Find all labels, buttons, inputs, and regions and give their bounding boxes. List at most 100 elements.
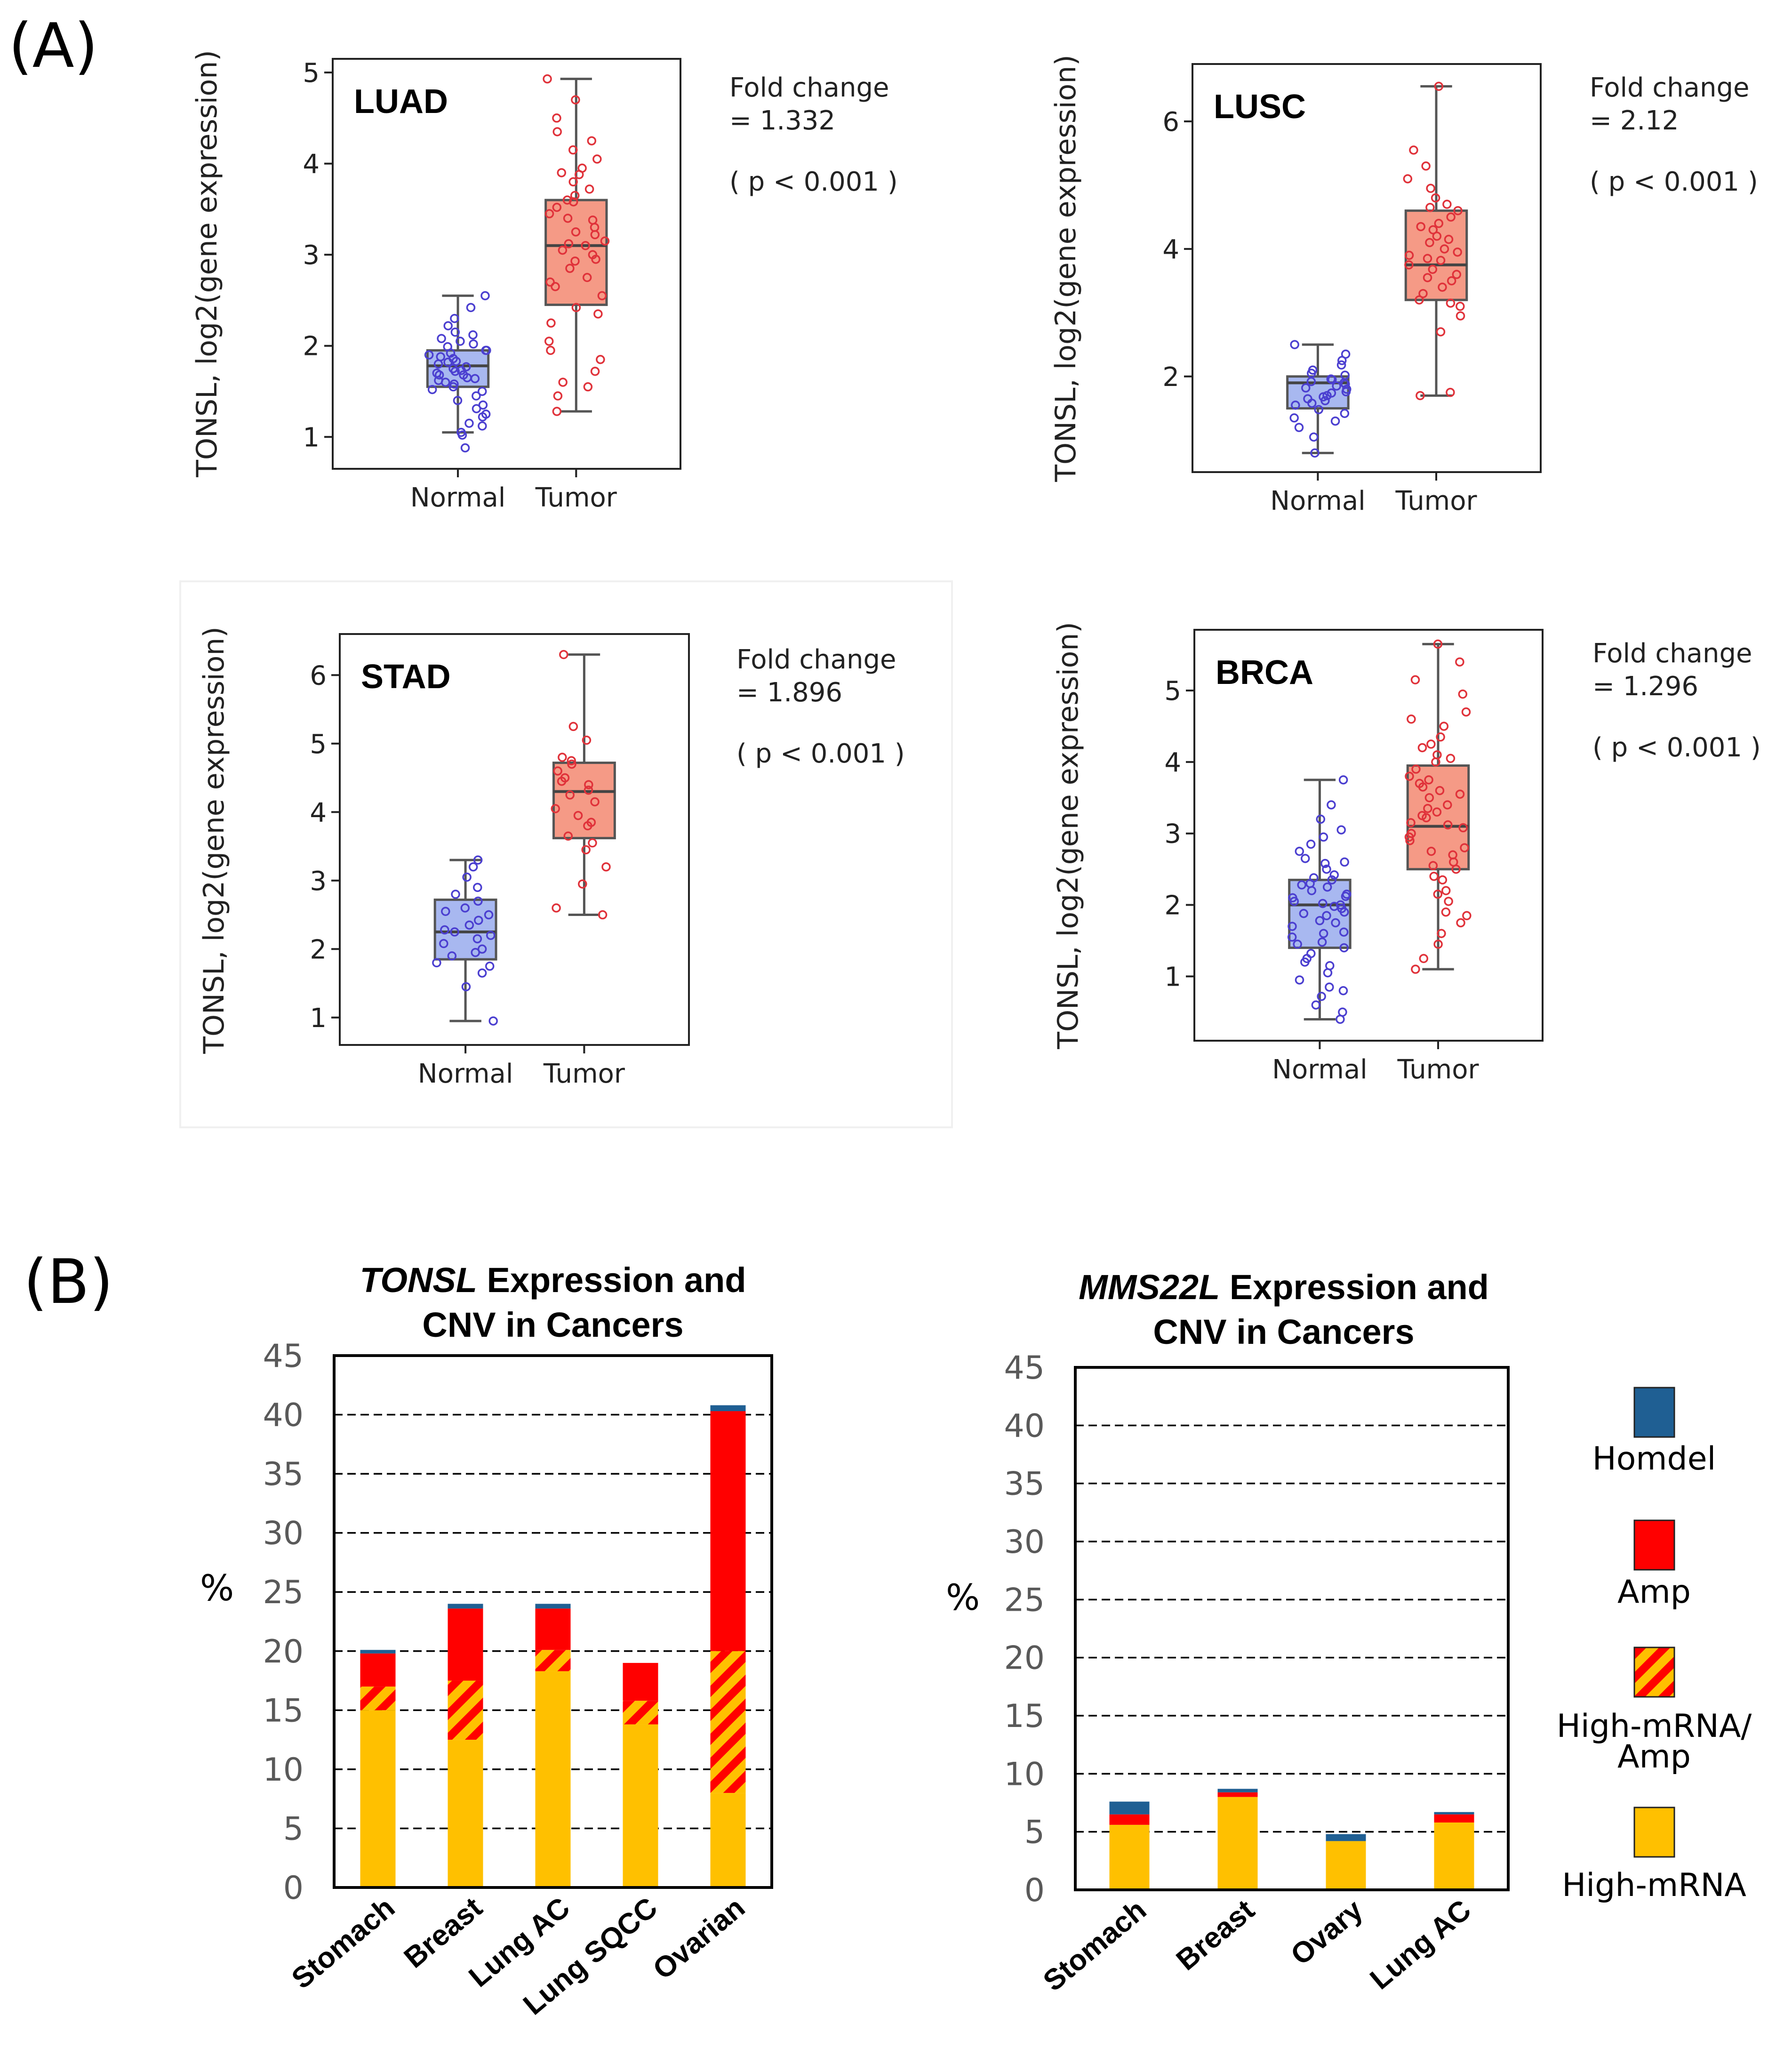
- brca-box-normal: [1287, 775, 1352, 1024]
- data-point: [477, 968, 487, 978]
- data-point: [1426, 739, 1436, 749]
- luad-box-tumor: [543, 74, 610, 416]
- data-point: [545, 277, 555, 287]
- data-point: [456, 337, 465, 346]
- data-point: [1424, 775, 1433, 785]
- bar-segment-high-mrna: [623, 1724, 658, 1887]
- data-point: [552, 202, 562, 212]
- data-point: [1309, 873, 1319, 883]
- data-point: [1407, 715, 1416, 724]
- data-point: [450, 313, 459, 323]
- data-point: [1339, 927, 1349, 937]
- data-point: [570, 256, 580, 266]
- y-tick-label: 15: [263, 1692, 304, 1729]
- data-point: [1306, 839, 1316, 849]
- luad-box-normal: [424, 291, 491, 453]
- bar-segment-high-mrna: [1434, 1822, 1474, 1890]
- y-tick-label: 0: [1024, 1872, 1045, 1909]
- legend-label: Amp: [1617, 1574, 1691, 1611]
- bar-segment-amp: [535, 1608, 571, 1650]
- data-point: [1462, 911, 1472, 921]
- plot-frame: [332, 58, 681, 470]
- p-value: ( p < 0.001 ): [736, 739, 905, 769]
- legend-item-homdel: Homdel: [1592, 1387, 1716, 1478]
- bar-segment-high-mrna: [448, 1740, 483, 1887]
- data-point: [598, 910, 608, 920]
- data-point: [1441, 886, 1451, 895]
- data-point: [457, 430, 467, 440]
- data-point: [485, 961, 495, 971]
- y-tick-label: 4: [310, 797, 327, 828]
- legend-swatch: [1633, 1387, 1675, 1438]
- data-point: [558, 377, 568, 387]
- chart-title-mms22l: MMS22L Expression and: [1079, 1268, 1489, 1307]
- bar-lung-ac: [1434, 1812, 1474, 1890]
- y-tick-label: 35: [263, 1456, 304, 1493]
- x-tick-label-normal: Normal: [1270, 486, 1366, 516]
- bar-segment-high-mrna-amp: [448, 1680, 483, 1740]
- data-point: [1327, 800, 1336, 810]
- fold-change-value: = 1.296: [1592, 671, 1698, 702]
- x-tick-label-normal: Normal: [418, 1059, 513, 1089]
- data-point: [1423, 273, 1432, 282]
- data-point: [1440, 244, 1449, 254]
- data-point: [1429, 872, 1439, 881]
- fold-change-value: = 1.332: [729, 105, 835, 136]
- data-point: [481, 345, 490, 355]
- data-point: [459, 370, 468, 380]
- legend-label-line2: Amp: [1617, 1738, 1691, 1775]
- data-point: [473, 896, 483, 906]
- data-point: [577, 163, 587, 173]
- stad-box-tumor: [551, 650, 616, 920]
- subplot-title-brca: BRCA: [1216, 654, 1313, 691]
- y-tick-label: 40: [1004, 1407, 1045, 1445]
- data-point: [1436, 256, 1446, 265]
- bar-segment-homdel: [1434, 1812, 1474, 1815]
- y-tick-label: 4: [1162, 234, 1179, 265]
- data-point: [1453, 206, 1463, 216]
- data-point: [486, 931, 496, 940]
- bar-breast: [448, 1604, 483, 1887]
- y-tick-label: 25: [263, 1574, 304, 1611]
- data-point: [570, 191, 580, 201]
- data-point: [440, 377, 450, 387]
- data-point: [588, 215, 598, 225]
- data-point: [1322, 911, 1331, 921]
- fold-change-label: Fold change: [1592, 638, 1752, 669]
- y-tick-label: 3: [303, 240, 320, 271]
- data-point: [1289, 413, 1299, 423]
- iqr-box: [544, 199, 608, 306]
- data-point: [1434, 81, 1444, 91]
- data-point: [567, 759, 576, 769]
- y-axis-label: TONSL, log2(gene expression): [198, 626, 231, 1054]
- data-point: [552, 113, 561, 123]
- chart-title-line2: CNV in Cancers: [422, 1305, 683, 1344]
- fold-change-value: = 1.896: [736, 677, 842, 708]
- data-point: [1322, 864, 1331, 874]
- data-point: [583, 382, 593, 392]
- y-tick-label: 1: [310, 1003, 327, 1034]
- data-point: [443, 342, 453, 352]
- data-point: [1460, 843, 1469, 852]
- data-point: [558, 245, 568, 255]
- data-point: [1411, 964, 1420, 974]
- data-point: [1448, 850, 1457, 860]
- y-tick-label: 3: [1164, 819, 1181, 850]
- data-point: [557, 777, 567, 786]
- data-point: [581, 845, 591, 855]
- data-point: [1311, 1000, 1321, 1010]
- y-axis-label: TONSL, log2(gene expression): [1052, 622, 1085, 1050]
- bar-segment-amp: [1434, 1814, 1474, 1823]
- data-point: [1342, 385, 1352, 394]
- data-point: [474, 916, 483, 925]
- data-point: [1455, 789, 1465, 799]
- data-point: [460, 443, 470, 453]
- data-point: [468, 862, 478, 872]
- data-point: [553, 766, 562, 776]
- data-point: [565, 790, 575, 800]
- data-point: [461, 982, 471, 992]
- data-point: [427, 385, 437, 394]
- bar-segment-high-mrna: [1109, 1824, 1150, 1890]
- y-tick-label: 5: [1024, 1814, 1045, 1851]
- data-point: [1409, 145, 1418, 155]
